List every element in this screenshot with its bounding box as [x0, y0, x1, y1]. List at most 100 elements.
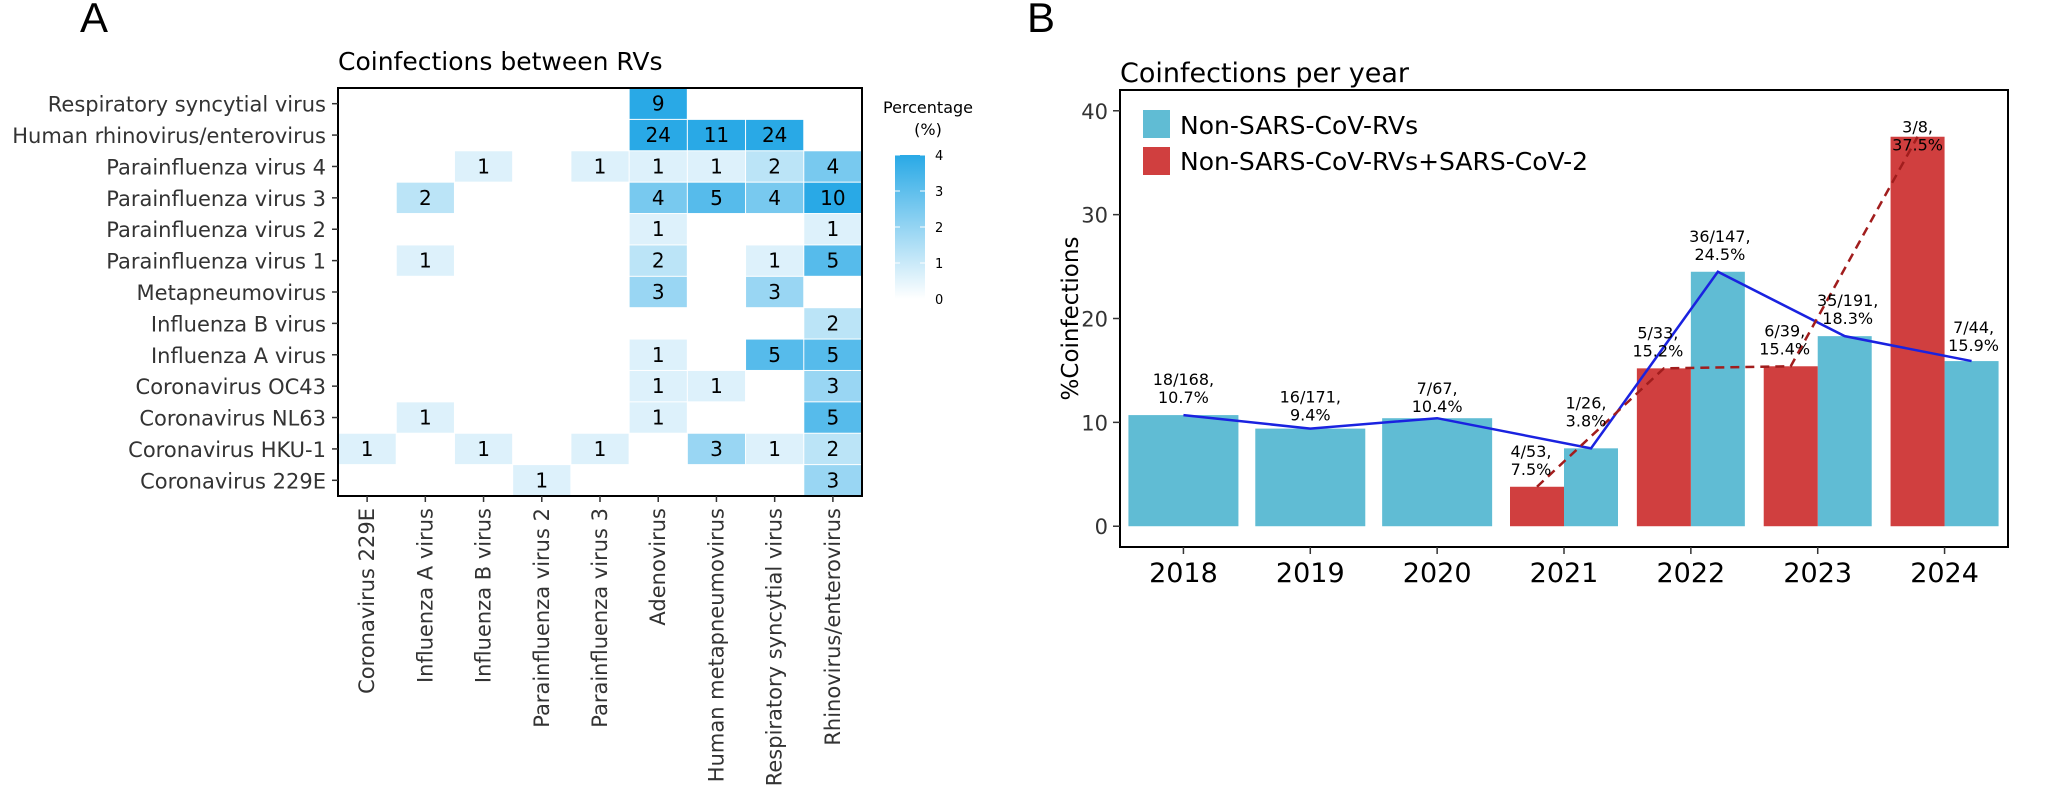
- y-axis-tick-label: 30: [1081, 204, 1108, 228]
- heatmap-cell: [396, 402, 454, 433]
- data-label-sars-line2: 37.5%: [1892, 136, 1943, 155]
- x-axis-tick-label: 2024: [1910, 558, 1979, 589]
- heatmap-cell-value: 10: [820, 186, 845, 210]
- heatmap-cell: [629, 151, 687, 182]
- panel-label-a: A: [80, 0, 109, 41]
- heatmap-col-label: Influenza A virus: [413, 508, 437, 683]
- heatmap-cell-value: 5: [827, 249, 840, 273]
- bar-chart-title: Coinfections per year: [1120, 58, 1410, 89]
- heatmap-row-label: Coronavirus OC43: [136, 375, 326, 399]
- heatmap-cell: [687, 433, 746, 465]
- heatmap-cell: [629, 402, 687, 433]
- heatmap-cell-value: 1: [710, 374, 723, 398]
- data-label-non-sars-line2: 10.7%: [1158, 388, 1209, 407]
- heatmap-cell-value: 1: [652, 154, 665, 178]
- heatmap-col-label: Adenovirus: [646, 508, 670, 626]
- data-label-sars-line1: 3/8,: [1902, 118, 1933, 137]
- legend-swatch-non-sars: [1143, 110, 1170, 138]
- bar-non-sars: [1690, 271, 1745, 527]
- heatmap-cell: [746, 433, 804, 465]
- heatmap-cell-value: 1: [361, 437, 374, 461]
- heatmap-cell: [804, 151, 862, 182]
- bar-sars: [1890, 136, 1945, 527]
- heatmap-cell: [338, 433, 396, 465]
- heatmap-cell: [687, 151, 746, 182]
- heatmap-row-label: Respiratory syncytial virus: [48, 93, 326, 117]
- heatmap-col-label: Rhinovirus/enterovirus: [821, 508, 845, 746]
- legend-tick-label: 0: [935, 293, 943, 308]
- heatmap-cell: [571, 433, 629, 465]
- data-label-non-sars-line2: 10.4%: [1412, 397, 1463, 416]
- data-label-sars-line2: 15.2%: [1632, 341, 1683, 360]
- heatmap-cell: [804, 465, 862, 496]
- bar-non-sars: [1382, 418, 1493, 527]
- heatmap-cell: [804, 308, 862, 339]
- heatmap-cell: [804, 402, 862, 433]
- data-label-non-sars-line1: 16/171,: [1280, 388, 1341, 407]
- heatmap-col-label: Parainfluenza virus 2: [530, 508, 554, 728]
- heatmap-col-label: Coronavirus 229E: [355, 508, 379, 694]
- heatmap-cell: [396, 182, 454, 214]
- heatmap-cell: [629, 276, 687, 308]
- data-label-non-sars-line1: 7/44,: [1953, 318, 1994, 337]
- heatmap-row-label: Parainfluenza virus 4: [106, 155, 326, 179]
- heatmap-cell: [629, 370, 687, 402]
- heatmap-cell-value: 3: [652, 280, 665, 304]
- y-axis-tick-label: 0: [1095, 515, 1108, 539]
- heatmap-cell-value: 3: [827, 468, 840, 492]
- bar-sars: [1510, 486, 1564, 527]
- y-axis-label: %Coinfections: [1058, 237, 1084, 401]
- heatmap-cell-value: 24: [645, 123, 670, 147]
- heatmap-cell: [629, 182, 687, 214]
- data-label-non-sars-line1: 35/191,: [1817, 291, 1878, 310]
- heatmap-cell: [629, 339, 687, 370]
- heatmap-cell: [746, 276, 804, 308]
- heatmap-cell: [687, 182, 746, 214]
- heatmap-col-label: Human metapneumovirus: [704, 508, 728, 782]
- y-axis-tick-label: 40: [1081, 100, 1108, 124]
- heatmap-cell: [804, 214, 862, 245]
- heatmap-cell-value: 1: [710, 154, 723, 178]
- bar-sars: [1763, 366, 1818, 527]
- heatmap-cell-value: 5: [827, 343, 840, 367]
- data-label-non-sars-line2: 18.3%: [1822, 309, 1873, 328]
- heatmap-cell-value: 1: [477, 154, 490, 178]
- heatmap-cell-value: 2: [652, 249, 665, 273]
- heatmap-cell-value: 5: [827, 406, 840, 430]
- data-label-sars-line1: 6/39,: [1764, 321, 1805, 340]
- heatmap-col-label: Parainfluenza virus 3: [588, 508, 612, 728]
- heatmap-cell-value: 2: [419, 186, 432, 210]
- heatmap-cell-value: 4: [768, 186, 781, 210]
- heatmap-cell-value: 2: [768, 154, 781, 178]
- heatmap-cell: [687, 119, 746, 151]
- heatmap-row-label: Metapneumovirus: [137, 281, 326, 305]
- heatmap-cell-value: 1: [652, 217, 665, 241]
- heatmap-cell-value: 1: [768, 249, 781, 273]
- heatmap-cell: [629, 119, 687, 151]
- heatmap-row-label: Coronavirus HKU-1: [128, 438, 326, 462]
- heatmap-col-label: Respiratory syncytial virus: [763, 508, 787, 786]
- heatmap-row-label: Parainfluenza virus 3: [106, 187, 326, 211]
- legend-label-sars: Non-SARS-CoV-RVs+SARS-CoV-2: [1180, 147, 1588, 176]
- legend-title-line2: (%): [914, 120, 942, 139]
- heatmap-cell: [396, 245, 454, 276]
- heatmap-cell-value: 11: [704, 123, 729, 147]
- legend-tick-label: 3: [935, 185, 943, 200]
- panel-label-b: B: [1027, 0, 1056, 41]
- heatmap-cell-value: 1: [652, 343, 665, 367]
- legend-tick-label: 4: [935, 149, 943, 164]
- heatmap-row-label: Influenza A virus: [151, 344, 326, 368]
- heatmap-cell: [804, 339, 862, 370]
- heatmap-cell-value: 3: [827, 374, 840, 398]
- heatmap-cell-value: 4: [652, 186, 665, 210]
- legend-label-non-sars: Non-SARS-CoV-RVs: [1180, 111, 1418, 140]
- heatmap-cell: [746, 151, 804, 182]
- heatmap-cell-value: 3: [768, 280, 781, 304]
- line-non-sars: [1183, 270, 1972, 450]
- x-axis-tick-label: 2020: [1403, 558, 1472, 589]
- data-label-sars-line1: 4/53,: [1510, 442, 1551, 461]
- heatmap-cell: [629, 245, 687, 276]
- heatmap-cell-value: 1: [652, 374, 665, 398]
- heatmap-cell-value: 2: [827, 437, 840, 461]
